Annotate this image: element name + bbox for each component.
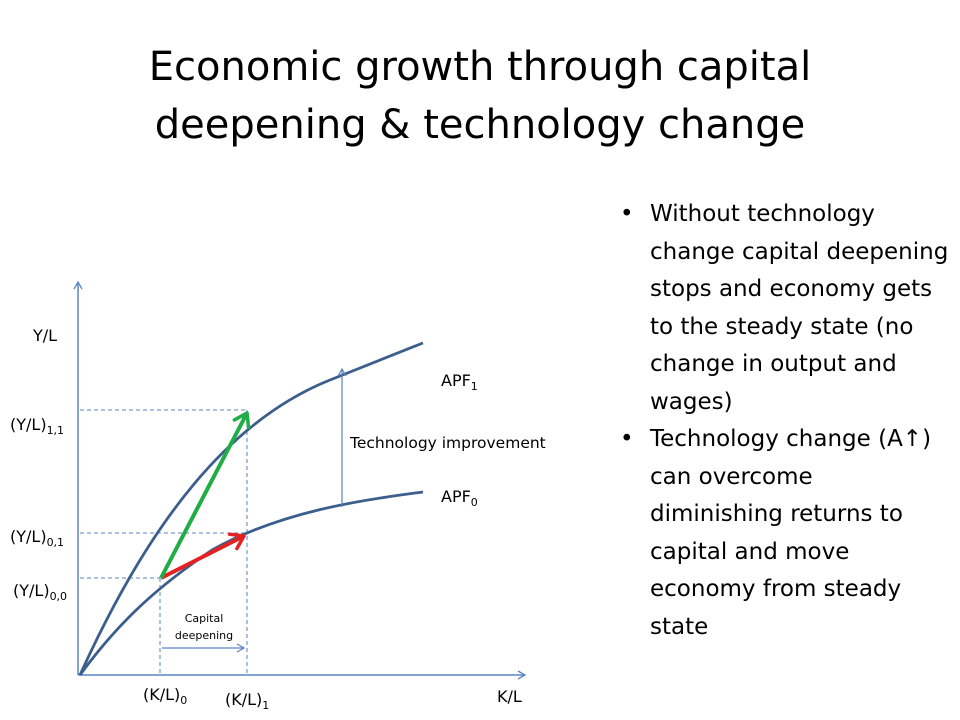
apf0-label: APF0 (441, 487, 478, 509)
y-tick-label: (Y/L)0,0 (13, 581, 67, 603)
guide-lines (80, 409, 248, 675)
bullet-item: Without technology change capital deepen… (620, 196, 950, 421)
apf1-label-base: APF (441, 371, 471, 390)
apf1-curve (78, 341, 424, 676)
technology-improvement-label: Technology improvement (349, 434, 546, 452)
x-tick-label: (K/L)1 (225, 690, 269, 712)
apf1-label: APF1 (441, 371, 478, 393)
title-line-1: Economic growth through capital (148, 44, 812, 90)
x-tick-sub: 0 (180, 694, 187, 707)
y-tick-label: (Y/L)1,1 (10, 415, 64, 437)
apf0-label-sub: 0 (471, 496, 478, 509)
apf0-label-base: APF (441, 487, 471, 506)
capital-deepening-growth-arrow (160, 532, 246, 580)
technology-growth-arrow (159, 411, 251, 579)
y-tick-base: (Y/L) (10, 415, 47, 434)
y-tick-label: (Y/L)0,1 (10, 527, 64, 549)
x-tick-sub: 1 (262, 699, 269, 712)
bullet-list: Without technology change capital deepen… (620, 196, 950, 646)
y-tick-base: (Y/L) (10, 527, 47, 546)
x-tick-base: (K/L) (225, 690, 262, 709)
apf0-curve (78, 490, 424, 676)
capital-deepening-label-line1: Capital (185, 612, 224, 625)
y-axis-label: Y/L (32, 326, 57, 345)
slide-title: Economic growth through capital deepenin… (0, 38, 960, 154)
apf1-label-sub: 1 (471, 380, 478, 393)
y-tick-sub: 0,1 (47, 536, 65, 549)
y-tick-base: (Y/L) (13, 581, 50, 600)
y-tick-sub: 0,0 (50, 590, 68, 603)
x-tick-label: (K/L)0 (143, 685, 187, 707)
x-axis-label: K/L (497, 687, 522, 706)
x-tick-base: (K/L) (143, 685, 180, 704)
capital-deepening-label-line2: deepening (175, 629, 233, 642)
title-line-2: deepening & technology change (154, 102, 806, 148)
bullet-item: Technology change (A↑) can overcome dimi… (620, 421, 950, 646)
y-tick-sub: 1,1 (47, 424, 65, 437)
